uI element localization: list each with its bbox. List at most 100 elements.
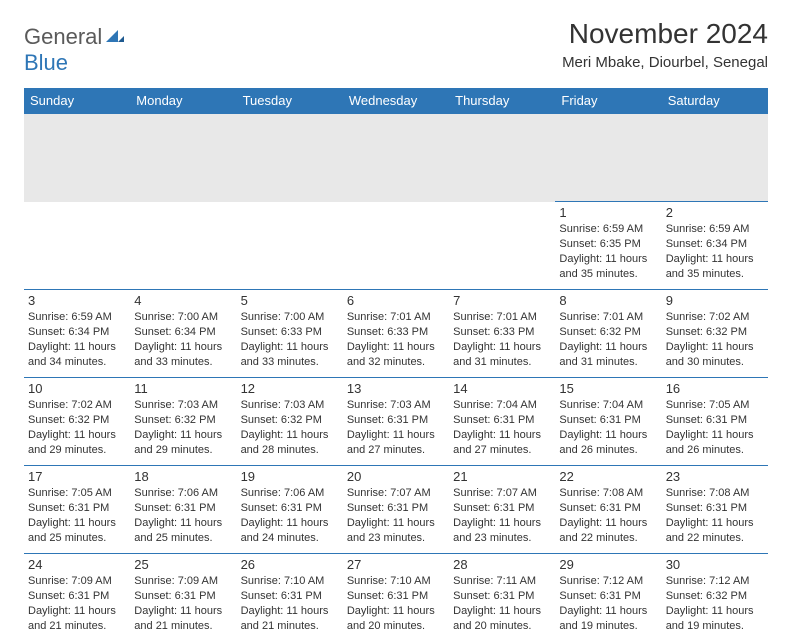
- sunrise: Sunrise: 7:02 AM: [28, 398, 126, 413]
- day-header: Tuesday: [237, 88, 343, 114]
- day-cell: 17Sunrise: 7:05 AMSunset: 6:31 PMDayligh…: [24, 466, 130, 554]
- sun-info: Sunrise: 7:07 AMSunset: 6:31 PMDaylight:…: [453, 486, 551, 545]
- day-number: 26: [241, 557, 339, 572]
- sun-info: Sunrise: 7:00 AMSunset: 6:34 PMDaylight:…: [134, 310, 232, 369]
- day-number: 18: [134, 469, 232, 484]
- sun-info: Sunrise: 6:59 AMSunset: 6:35 PMDaylight:…: [559, 222, 657, 281]
- sunset: Sunset: 6:32 PM: [666, 589, 764, 604]
- day-number: 24: [28, 557, 126, 572]
- sunrise: Sunrise: 6:59 AM: [559, 222, 657, 237]
- daylight: Daylight: 11 hours and 21 minutes.: [28, 604, 126, 634]
- day-number: 27: [347, 557, 445, 572]
- day-number: 11: [134, 381, 232, 396]
- daylight: Daylight: 11 hours and 19 minutes.: [559, 604, 657, 634]
- daylight: Daylight: 11 hours and 26 minutes.: [666, 428, 764, 458]
- day-cell: 22Sunrise: 7:08 AMSunset: 6:31 PMDayligh…: [555, 466, 661, 554]
- daylight: Daylight: 11 hours and 32 minutes.: [347, 340, 445, 370]
- daylight: Daylight: 11 hours and 25 minutes.: [28, 516, 126, 546]
- daylight: Daylight: 11 hours and 21 minutes.: [241, 604, 339, 634]
- sunrise: Sunrise: 7:00 AM: [134, 310, 232, 325]
- day-cell: [237, 202, 343, 290]
- sun-info: Sunrise: 7:05 AMSunset: 6:31 PMDaylight:…: [666, 398, 764, 457]
- logo-word-2: Blue: [24, 50, 68, 75]
- day-cell: 6Sunrise: 7:01 AMSunset: 6:33 PMDaylight…: [343, 290, 449, 378]
- sun-info: Sunrise: 7:06 AMSunset: 6:31 PMDaylight:…: [134, 486, 232, 545]
- sunset: Sunset: 6:31 PM: [347, 589, 445, 604]
- sunset: Sunset: 6:31 PM: [134, 589, 232, 604]
- sun-info: Sunrise: 7:01 AMSunset: 6:33 PMDaylight:…: [347, 310, 445, 369]
- sunrise: Sunrise: 7:05 AM: [666, 398, 764, 413]
- daylight: Daylight: 11 hours and 27 minutes.: [453, 428, 551, 458]
- sunset: Sunset: 6:32 PM: [559, 325, 657, 340]
- day-cell: 13Sunrise: 7:03 AMSunset: 6:31 PMDayligh…: [343, 378, 449, 466]
- sun-info: Sunrise: 7:03 AMSunset: 6:32 PMDaylight:…: [134, 398, 232, 457]
- sun-info: Sunrise: 7:03 AMSunset: 6:31 PMDaylight:…: [347, 398, 445, 457]
- day-header-row: SundayMondayTuesdayWednesdayThursdayFrid…: [24, 88, 768, 114]
- day-cell: 16 Sunrise: 7:05 AMSunset: 6:31 PMDayligh…: [662, 378, 768, 466]
- sunrise: Sunrise: 7:11 AM: [453, 574, 551, 589]
- day-number: 16: [666, 381, 764, 396]
- day-cell: 11 Sunrise: 7:03 AMSunset: 6:32 PMDayligh…: [130, 378, 236, 466]
- sunrise: Sunrise: 7:07 AM: [347, 486, 445, 501]
- sunrise: Sunrise: 7:03 AM: [134, 398, 232, 413]
- sunset: Sunset: 6:31 PM: [453, 413, 551, 428]
- day-cell: 28Sunrise: 7:11 AMSunset: 6:31 PMDayligh…: [449, 554, 555, 642]
- daylight: Daylight: 11 hours and 26 minutes.: [559, 428, 657, 458]
- day-cell: [24, 202, 130, 290]
- sunrise: Sunrise: 7:04 AM: [453, 398, 551, 413]
- day-header: Wednesday: [343, 88, 449, 114]
- daylight: Daylight: 11 hours and 35 minutes.: [666, 252, 764, 282]
- daylight: Daylight: 11 hours and 23 minutes.: [347, 516, 445, 546]
- sun-info: Sunrise: 7:10 AMSunset: 6:31 PMDaylight:…: [347, 574, 445, 633]
- sun-info: Sunrise: 7:10 AMSunset: 6:31 PMDaylight:…: [241, 574, 339, 633]
- sunset: Sunset: 6:31 PM: [347, 413, 445, 428]
- sunset: Sunset: 6:31 PM: [241, 589, 339, 604]
- sun-info: Sunrise: 7:09 AMSunset: 6:31 PMDaylight:…: [134, 574, 232, 633]
- sunrise: Sunrise: 7:03 AM: [241, 398, 339, 413]
- sun-info: Sunrise: 7:08 AMSunset: 6:31 PMDaylight:…: [559, 486, 657, 545]
- sunset: Sunset: 6:32 PM: [241, 413, 339, 428]
- day-number: 21: [453, 469, 551, 484]
- sunrise: Sunrise: 7:10 AM: [241, 574, 339, 589]
- sunrise: Sunrise: 7:12 AM: [666, 574, 764, 589]
- day-cell: 14Sunrise: 7:04 AMSunset: 6:31 PMDayligh…: [449, 378, 555, 466]
- day-number: 8: [559, 293, 657, 308]
- day-cell: 1Sunrise: 6:59 AMSunset: 6:35 PMDaylight…: [555, 202, 661, 290]
- logo-sail-icon: [104, 28, 124, 49]
- week-row: 17Sunrise: 7:05 AMSunset: 6:31 PMDayligh…: [24, 466, 768, 554]
- sunrise: Sunrise: 7:01 AM: [559, 310, 657, 325]
- day-cell: 25Sunrise: 7:09 AMSunset: 6:31 PMDayligh…: [130, 554, 236, 642]
- day-cell: [130, 202, 236, 290]
- sunrise: Sunrise: 7:01 AM: [453, 310, 551, 325]
- day-cell: 21 Sunrise: 7:07 AMSunset: 6:31 PMDayligh…: [449, 466, 555, 554]
- week-row: 24 Sunrise: 7:09 AMSunset: 6:31 PMDayligh…: [24, 554, 768, 642]
- sunset: Sunset: 6:31 PM: [347, 501, 445, 516]
- day-cell: 18 Sunrise: 7:06 AMSunset: 6:31 PMDayligh…: [130, 466, 236, 554]
- day-cell: 29Sunrise: 7:12 AMSunset: 6:31 PMDayligh…: [555, 554, 661, 642]
- daylight: Daylight: 11 hours and 22 minutes.: [559, 516, 657, 546]
- sunset: Sunset: 6:31 PM: [559, 501, 657, 516]
- day-cell: [449, 202, 555, 290]
- week-row: 3Sunrise: 6:59 AMSunset: 6:34 PMDaylight…: [24, 290, 768, 378]
- day-number: 12: [241, 381, 339, 396]
- daylight: Daylight: 11 hours and 20 minutes.: [347, 604, 445, 634]
- sunset: Sunset: 6:31 PM: [666, 413, 764, 428]
- daylight: Daylight: 11 hours and 21 minutes.: [134, 604, 232, 634]
- day-cell: 10Sunrise: 7:02 AMSunset: 6:32 PMDayligh…: [24, 378, 130, 466]
- sunset: Sunset: 6:32 PM: [666, 325, 764, 340]
- sun-info: Sunrise: 7:07 AMSunset: 6:31 PMDaylight:…: [347, 486, 445, 545]
- week-row: 1Sunrise: 6:59 AMSunset: 6:35 PMDaylight…: [24, 202, 768, 290]
- day-number: 17: [28, 469, 126, 484]
- day-number: 30: [666, 557, 764, 572]
- location: Meri Mbake, Diourbel, Senegal: [562, 54, 768, 71]
- sun-info: Sunrise: 7:00 AMSunset: 6:33 PMDaylight:…: [241, 310, 339, 369]
- day-header: Thursday: [449, 88, 555, 114]
- daylight: Daylight: 11 hours and 33 minutes.: [134, 340, 232, 370]
- day-number: 20: [347, 469, 445, 484]
- day-cell: 5Sunrise: 7:00 AMSunset: 6:33 PMDaylight…: [237, 290, 343, 378]
- sun-info: Sunrise: 6:59 AMSunset: 6:34 PMDaylight:…: [666, 222, 764, 281]
- day-number: 15: [559, 381, 657, 396]
- sunset: Sunset: 6:34 PM: [28, 325, 126, 340]
- sun-info: Sunrise: 7:06 AMSunset: 6:31 PMDaylight:…: [241, 486, 339, 545]
- day-cell: 30Sunrise: 7:12 AMSunset: 6:32 PMDayligh…: [662, 554, 768, 642]
